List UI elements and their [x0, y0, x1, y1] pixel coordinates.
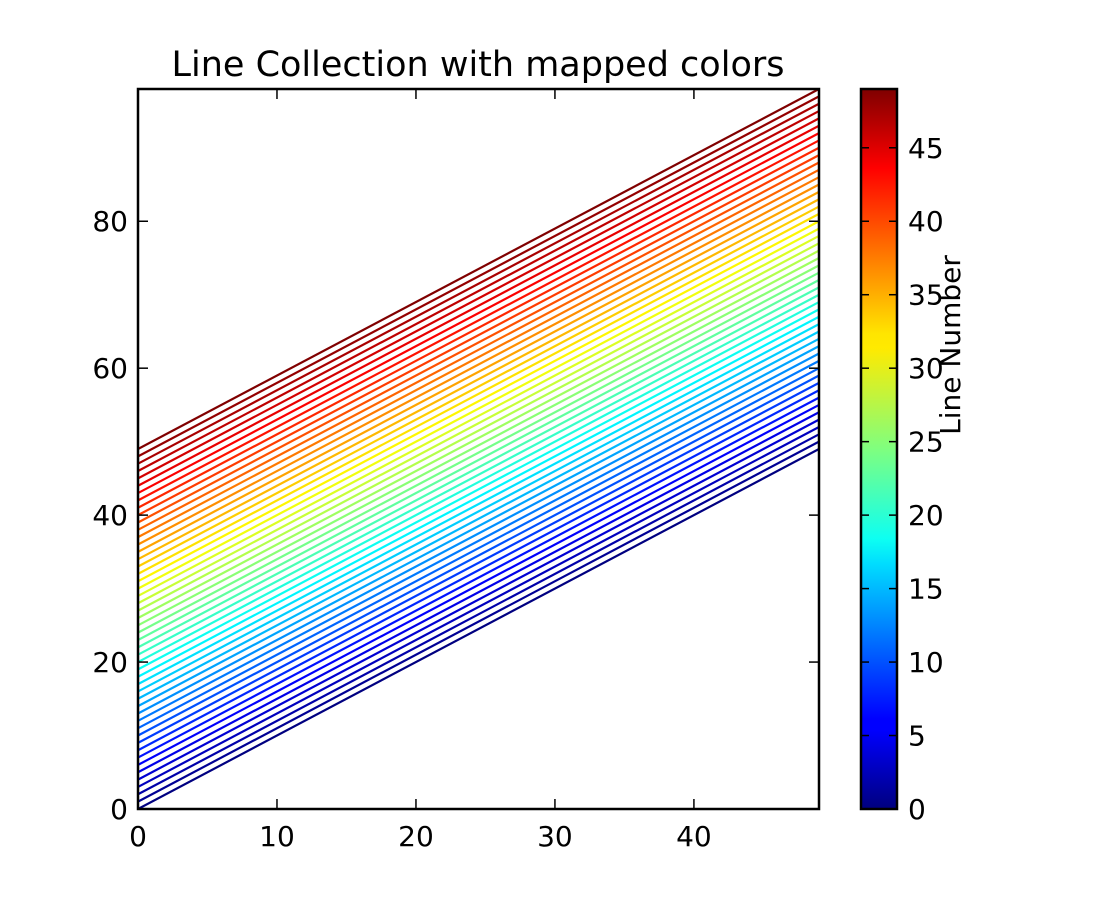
series-line-12 [138, 359, 819, 722]
chart-title: Line Collection with mapped colors [172, 45, 785, 85]
series-line-26 [138, 257, 819, 619]
colorbar-tick-label: 5 [908, 720, 926, 753]
colorbar-tick-label: 45 [908, 132, 944, 165]
series-line-4 [138, 418, 819, 781]
series-line-21 [138, 293, 819, 656]
x-tick-label: 0 [129, 820, 147, 853]
series-line-46 [138, 110, 819, 473]
colorbar-tick-label: 40 [908, 205, 944, 238]
series-line-7 [138, 396, 819, 759]
series-line-22 [138, 286, 819, 649]
plot-area [138, 89, 819, 809]
colorbar-label: Line Number [934, 255, 967, 435]
series-line-3 [138, 425, 819, 788]
plot-frame [136, 87, 821, 811]
line-collection [138, 89, 819, 809]
y-tick-labels: 0 20 40 60 80 [92, 205, 128, 826]
series-line-44 [138, 124, 819, 487]
series-line-36 [138, 183, 819, 546]
series-line-30 [138, 227, 819, 590]
x-tick-label: 40 [676, 820, 712, 853]
series-line-47 [138, 102, 819, 465]
colorbar-tick-label: 25 [908, 426, 944, 459]
series-line-16 [138, 330, 819, 693]
x-tick-labels: 0 10 20 30 40 [129, 820, 712, 853]
y-tick-label: 0 [110, 793, 128, 826]
x-tick-label: 20 [398, 820, 434, 853]
series-line-48 [138, 95, 819, 458]
colorbar-tick-label: 20 [908, 499, 944, 532]
y-tick-label: 60 [92, 352, 128, 385]
x-tick-label: 10 [259, 820, 295, 853]
series-line-6 [138, 403, 819, 766]
series-line-10 [138, 374, 819, 737]
colorbar-tick-label: 15 [908, 573, 944, 606]
colorbar-tick-label: 35 [908, 279, 944, 312]
y-tick-label: 20 [92, 646, 128, 679]
series-line-18 [138, 315, 819, 678]
colorbar-tick-label: 0 [908, 793, 926, 826]
colorbar [861, 89, 897, 809]
series-line-37 [138, 176, 819, 539]
y-tick-label: 80 [92, 205, 128, 238]
axis-ticks [137, 89, 819, 810]
series-line-39 [138, 161, 819, 524]
series-line-1 [138, 440, 819, 803]
colorbar-tick-label: 30 [908, 352, 944, 385]
series-line-27 [138, 249, 819, 612]
series-line-14 [138, 345, 819, 708]
series-line-8 [138, 389, 819, 752]
series-line-40 [138, 154, 819, 517]
series-line-24 [138, 271, 819, 634]
series-line-35 [138, 190, 819, 553]
series-line-15 [138, 337, 819, 700]
colorbar-tick-label: 10 [908, 646, 944, 679]
series-line-23 [138, 279, 819, 641]
colorbar-frame [859, 87, 899, 811]
series-line-43 [138, 132, 819, 495]
series-line-42 [138, 139, 819, 502]
colorbar-ticks [861, 147, 897, 810]
series-line-45 [138, 117, 819, 480]
series-line-33 [138, 205, 819, 568]
series-line-38 [138, 168, 819, 531]
series-line-20 [138, 301, 819, 664]
series-line-49 [138, 89, 819, 450]
series-line-31 [138, 220, 819, 583]
colorbar-tick-labels: 0 5 10 15 20 25 30 35 40 45 [908, 132, 944, 826]
series-line-25 [138, 264, 819, 627]
series-line-34 [138, 198, 819, 561]
series-line-5 [138, 411, 819, 774]
series-line-0 [138, 448, 819, 809]
y-tick-label: 40 [92, 499, 128, 532]
series-line-41 [138, 146, 819, 509]
series-line-32 [138, 212, 819, 575]
series-line-28 [138, 242, 819, 605]
series-line-13 [138, 352, 819, 715]
series-line-17 [138, 323, 819, 686]
series-line-9 [138, 381, 819, 744]
series-line-2 [138, 433, 819, 796]
series-line-11 [138, 367, 819, 730]
series-line-29 [138, 234, 819, 597]
x-tick-label: 30 [537, 820, 573, 853]
series-line-19 [138, 308, 819, 671]
